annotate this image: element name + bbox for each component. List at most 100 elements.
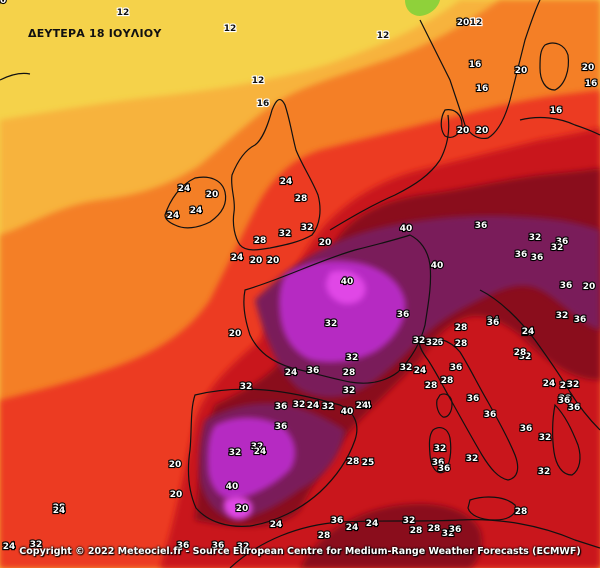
temperature-label: 32 [403,516,416,526]
temperature-label: 28 [254,236,267,246]
temperature-label: 36 [484,410,497,420]
temperature-label: 28 [53,503,66,513]
temperature-label: 20 [206,190,219,200]
temperature-label: 36 [520,424,533,434]
coast-iceland-west [0,72,31,81]
temperature-label: 32 [442,529,455,539]
temperature-label: 20 [476,126,489,136]
coast-italy [418,337,519,481]
temperature-label: 36 [487,318,500,328]
coast-france [243,234,432,384]
temperature-label: 12 [470,18,483,28]
temperature-label: 36 [531,253,544,263]
temperature-label: 24 [543,379,556,389]
temperature-label: 32 [434,444,447,454]
temperature-label: 28 [343,368,356,378]
temperature-label: 40 [341,407,354,417]
temperature-label: 20 [169,460,182,470]
temperature-label: 32 [346,353,359,363]
temperature-label: 32 [426,338,439,348]
coast-denmark [440,109,463,138]
temperature-label: 24 [307,401,320,411]
band-32-south [300,503,482,568]
temperature-label: 24 [414,366,427,376]
coast-greece [552,403,581,476]
temperature-label: 28 [318,531,331,541]
temperature-label: 24 [280,177,293,187]
temperature-label: 32 [529,233,542,243]
temperature-label: 24 [254,447,267,457]
temperature-label: 24 [167,211,180,221]
temperature-label: 28 [455,323,468,333]
temperature-label: 32 [237,542,250,552]
temperature-label: 16 [469,60,482,70]
temperature-label: 32 [567,380,580,390]
coast-iberia [187,388,358,527]
temperature-label: 36 [560,281,573,291]
temperature-label: 32 [556,311,569,321]
temperature-label: 36 [212,541,225,551]
temperature-label: 16 [585,79,598,89]
temperature-label: 16 [550,106,563,116]
temperature-label: 28 [425,381,438,391]
temperature-label: 32 [413,336,426,346]
temperature-label: 36 [431,338,444,348]
band-40-iberia [207,417,296,500]
temperature-label: 25 [362,458,375,468]
temperature-label: 20 [319,238,332,248]
temperature-label: 32 [325,319,338,329]
temperature-label: 36 [438,464,451,474]
copyright-notice: Copyright © 2022 Meteociel.fr - Source E… [19,546,581,557]
temperature-label: 32 [551,243,564,253]
temperature-label: 24 [356,401,369,411]
band-44 [325,270,366,305]
temperature-label: 32 [301,223,314,233]
temperature-label: 20 [267,256,280,266]
temperature-label: 20 [583,282,596,292]
map-title: ΔΕΥΤΕΡΑ 18 ΙΟΥΛΙΟΥ [28,27,162,40]
temperature-label: 36 [450,363,463,373]
temperature-label: 36 [475,221,488,231]
temperature-label: 28 [455,339,468,349]
temperature-label: 40 [431,261,444,271]
coast-ireland [164,176,227,229]
temperature-label: 20 [582,63,595,73]
coast-northafrica [229,519,600,568]
temperature-label: 28 [560,381,573,391]
temperature-label: 36 [307,366,320,376]
temperature-label: 12 [224,24,237,34]
temperature-label: 16 [257,99,270,109]
temperature-label: 28 [347,457,360,467]
temperature-label: 28 [515,507,528,517]
temperature-label: 12 [117,8,130,18]
temperature-label: 24 [190,206,203,216]
coast-baltic [519,116,600,136]
temperature-label: 36 [275,402,288,412]
temperature-label: 36 [177,541,190,551]
temperature-label: 24 [178,184,191,194]
temperature-label: 24 [522,327,535,337]
temperature-label: 36 [568,403,581,413]
temperature-label: 32 [400,363,413,373]
band-cold [405,0,440,16]
temperature-label: 20 [457,18,470,28]
temperature-label: 24 [285,368,298,378]
temperature-label: 32 [251,442,264,452]
temperature-label: 36 [275,422,288,432]
temperature-label: 28 [295,194,308,204]
coast-britain [230,98,321,251]
temperature-label: 32 [229,448,242,458]
coast-sardinia [428,427,452,474]
temperature-label: 40 [226,482,239,492]
coast-corsica [436,393,453,418]
temperature-label: 36 [515,250,528,260]
coast-balkans [479,289,600,431]
temperature-label: 16 [476,84,489,94]
coast-corsica-sardinia-link [539,42,570,91]
temperature-label: 24 [487,316,500,326]
band-40 [279,260,406,363]
temperature-label: 28 [428,524,441,534]
